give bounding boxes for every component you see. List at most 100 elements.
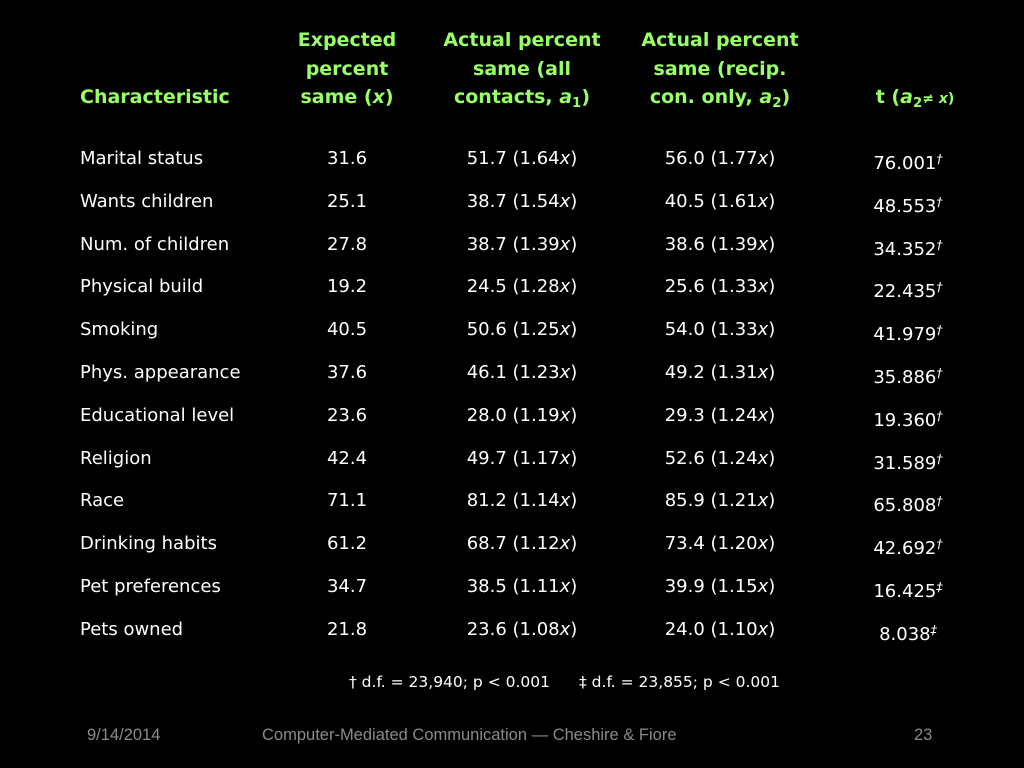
table-row: Marital status 31.6 51.7 (1.64x) 56.0 (1.77… [0, 138, 1024, 181]
cell-actual-all: 38.7 (1.39x) [466, 233, 578, 255]
header-t-x: x [938, 91, 948, 107]
cell-actual-recip: 52.6 (1.24x) [664, 447, 776, 469]
footer-page-number: 23 [914, 726, 933, 744]
cell-actual-recip: 85.9 (1.21x) [664, 490, 776, 512]
cell-actual-recip: 54.0 (1.33x) [664, 319, 776, 341]
cell-actual-recip: 73.4 (1.20x) [664, 533, 776, 555]
significance-mark: † [936, 193, 943, 209]
cell-t-number: 35.886 [873, 366, 937, 388]
header-expected-var: x [372, 86, 385, 108]
header-expected-line3-post: ) [384, 86, 394, 108]
table-row: Num. of children 27.8 38.7 (1.39x) 38.6 (1.… [0, 224, 1024, 267]
footnote-double-dagger: ‡ d.f. = 23,855; p < 0.001 [579, 673, 780, 691]
footnote-dagger: † d.f. = 23,940; p < 0.001 [349, 673, 550, 691]
significance-mark: ‡ [930, 621, 937, 637]
significance-mark: † [936, 279, 943, 295]
cell-characteristic: Race [80, 490, 125, 512]
cell-expected: 19.2 [326, 276, 368, 298]
cell-actual-all: 23.6 (1.08x) [466, 618, 578, 640]
table-row: Pet preferences 34.7 38.5 (1.11x) 39.9 (1.1… [0, 566, 1024, 609]
cell-characteristic: Phys. appearance [80, 361, 241, 383]
table-body: Marital status 31.6 51.7 (1.64x) 56.0 (1.77… [0, 138, 1024, 652]
cell-t-value: 19.360† [846, 395, 970, 443]
header-actual-recip-line3-post: ) [781, 86, 791, 108]
header-actual-recip-line2: same (recip. [653, 57, 787, 80]
cell-t-number: 8.038 [879, 623, 931, 645]
table-row: Pets owned 21.8 23.6 (1.08x) 24.0 (1.10x) 8.… [0, 609, 1024, 652]
cell-actual-all: 81.2 (1.14x) [466, 490, 578, 512]
cell-t-value: 48.553† [846, 181, 970, 229]
cell-characteristic: Wants children [80, 190, 214, 212]
cell-actual-all: 24.5 (1.28x) [466, 276, 578, 298]
cell-actual-all: 50.6 (1.25x) [466, 319, 578, 341]
cell-characteristic: Num. of children [80, 233, 230, 255]
cell-t-number: 41.979 [873, 324, 937, 346]
cell-t-number: 76.001 [873, 153, 937, 174]
cell-expected: 21.8 [326, 618, 368, 640]
cell-actual-all: 49.7 (1.17x) [466, 447, 578, 469]
cell-expected: 61.2 [326, 533, 368, 555]
cell-characteristic: Pets owned [80, 618, 184, 640]
cell-characteristic: Physical build [80, 276, 204, 298]
cell-t-number: 22.435 [873, 281, 937, 303]
table-row: Smoking 40.5 50.6 (1.25x) 54.0 (1.33x) 41.97… [0, 309, 1024, 352]
cell-t-number: 19.360 [873, 409, 937, 431]
cell-actual-all: 38.5 (1.11x) [466, 575, 578, 597]
table-row: Drinking habits 61.2 68.7 (1.12x) 73.4 (1.2… [0, 523, 1024, 566]
header-t-line: t (a2≠ x) [860, 83, 970, 119]
cell-actual-recip: 49.2 (1.31x) [664, 361, 776, 383]
header-actual-all: Actual percent same (all contacts, a1) [430, 26, 614, 119]
cell-characteristic: Religion [80, 447, 152, 469]
header-expected-line3: same (x) [282, 83, 412, 112]
cell-t-value: 41.979† [846, 309, 970, 357]
header-actual-recip-line3: con. only, a2) [628, 83, 812, 119]
significance-mark: † [936, 322, 943, 338]
significance-mark: † [936, 536, 943, 552]
cell-expected: 37.6 [326, 361, 368, 383]
cell-actual-all: 38.7 (1.54x) [466, 190, 578, 212]
header-actual-all-line3-post: ) [581, 86, 590, 108]
table-row: Wants children 25.1 38.7 (1.54x) 40.5 (1.61… [0, 181, 1024, 224]
cell-t-number: 34.352 [873, 238, 937, 260]
header-t: t (a2≠ x) [860, 83, 970, 119]
cell-actual-recip: 38.6 (1.39x) [664, 233, 776, 255]
cell-t-number: 48.553 [873, 195, 937, 217]
table-row: Race 71.1 81.2 (1.14x) 85.9 (1.21x) 65.808† [0, 480, 1024, 523]
header-t-sub: 2 [912, 96, 923, 111]
header-t-var: a [900, 86, 913, 108]
cell-t-number: 65.808 [873, 495, 937, 517]
significance-mark: † [936, 151, 943, 166]
cell-actual-recip: 29.3 (1.24x) [664, 404, 776, 426]
cell-t-value: 42.692† [846, 523, 970, 571]
header-t-ne: ≠ [922, 91, 939, 107]
header-actual-recip-var: a [759, 86, 773, 108]
significance-mark: † [936, 407, 943, 423]
cell-expected: 71.1 [326, 490, 368, 512]
cell-expected: 27.8 [326, 233, 368, 255]
cell-actual-recip: 24.0 (1.10x) [664, 618, 776, 640]
cell-t-value: 65.808† [846, 480, 970, 528]
header-expected: Expected percent same (x) [282, 26, 412, 112]
cell-characteristic: Drinking habits [80, 533, 217, 555]
header-characteristic: Characteristic [80, 86, 230, 108]
significance-mark: † [936, 364, 943, 380]
cell-t-value: 76.001† [846, 138, 970, 186]
header-actual-all-line2: same (all [473, 57, 571, 80]
footer-title: Computer-Mediated Communication — Cheshi… [262, 726, 677, 744]
header-t-post: ) [947, 91, 955, 107]
cell-actual-all: 28.0 (1.19x) [466, 404, 578, 426]
significance-mark: † [936, 450, 943, 466]
header-expected-line2: percent [305, 57, 389, 80]
header-actual-recip-line1: Actual percent [641, 29, 799, 51]
header-expected-line3-pre: same ( [300, 86, 373, 108]
cell-actual-all: 51.7 (1.64x) [466, 148, 578, 169]
significance-mark: ‡ [936, 578, 943, 594]
cell-t-number: 42.692 [873, 538, 937, 560]
cell-expected: 23.6 [326, 404, 368, 426]
header-expected-line1: Expected [297, 29, 397, 51]
cell-expected: 25.1 [326, 190, 368, 212]
cell-actual-recip: 56.0 (1.77x) [664, 148, 776, 169]
cell-actual-recip: 39.9 (1.15x) [664, 575, 776, 597]
cell-t-value: 22.435† [846, 266, 970, 314]
table-row: Educational level 23.6 28.0 (1.19x) 29.3 (1… [0, 395, 1024, 438]
